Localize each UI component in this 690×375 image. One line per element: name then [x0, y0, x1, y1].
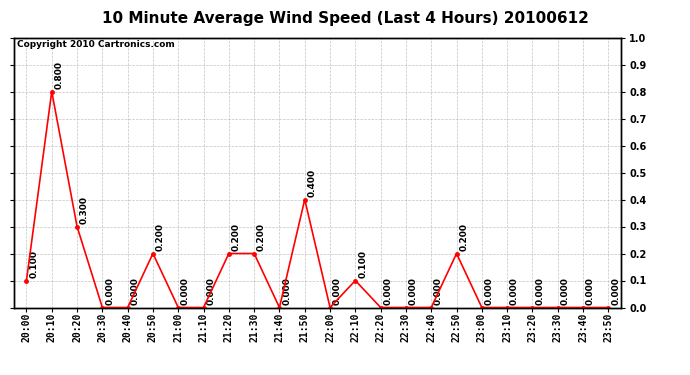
Text: 0.000: 0.000 [586, 277, 595, 305]
Text: 0.300: 0.300 [80, 196, 89, 224]
Text: 0.000: 0.000 [434, 277, 443, 305]
Text: 0.000: 0.000 [282, 277, 291, 305]
Text: 0.200: 0.200 [156, 223, 165, 251]
Text: 0.100: 0.100 [358, 250, 367, 278]
Text: 0.000: 0.000 [611, 277, 620, 305]
Text: 0.000: 0.000 [333, 277, 342, 305]
Text: 0.200: 0.200 [232, 223, 241, 251]
Text: 0.000: 0.000 [408, 277, 417, 305]
Text: 0.000: 0.000 [130, 277, 139, 305]
Text: 0.000: 0.000 [560, 277, 569, 305]
Text: 0.000: 0.000 [535, 277, 544, 305]
Text: 0.000: 0.000 [484, 277, 493, 305]
Text: 0.000: 0.000 [206, 277, 215, 305]
Text: 0.000: 0.000 [105, 277, 114, 305]
Text: 10 Minute Average Wind Speed (Last 4 Hours) 20100612: 10 Minute Average Wind Speed (Last 4 Hou… [101, 11, 589, 26]
Text: 0.000: 0.000 [384, 277, 393, 305]
Text: 0.000: 0.000 [181, 277, 190, 305]
Text: 0.100: 0.100 [29, 250, 38, 278]
Text: 0.400: 0.400 [308, 169, 317, 197]
Text: 0.800: 0.800 [55, 61, 63, 89]
Text: Copyright 2010 Cartronics.com: Copyright 2010 Cartronics.com [17, 40, 175, 49]
Text: 0.200: 0.200 [257, 223, 266, 251]
Text: 0.200: 0.200 [460, 223, 469, 251]
Text: 0.000: 0.000 [510, 277, 519, 305]
